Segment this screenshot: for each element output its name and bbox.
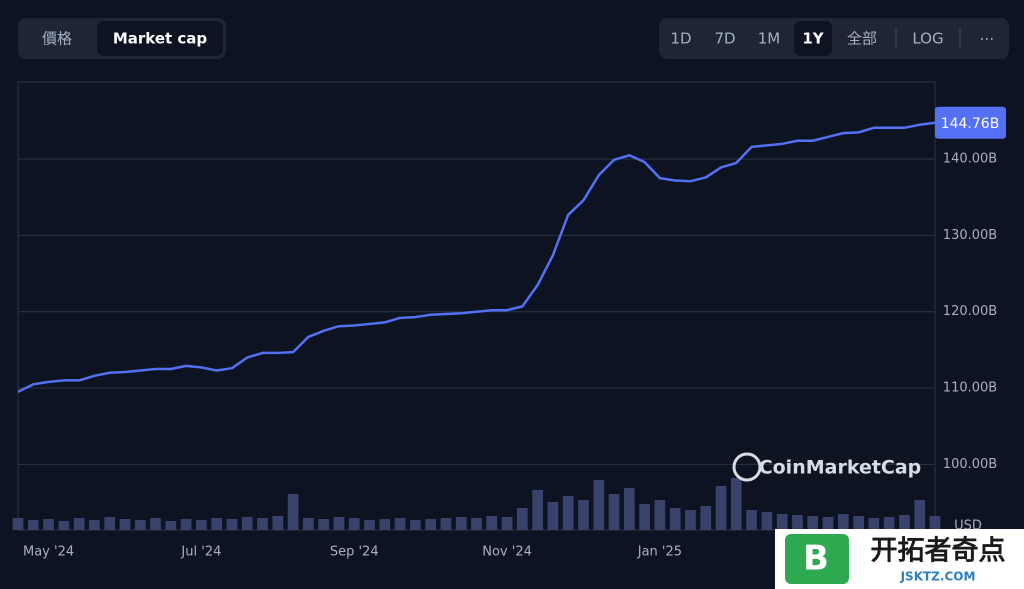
- volume-bar: [654, 500, 666, 530]
- volume-bar: [822, 517, 834, 530]
- volume-bar: [853, 516, 864, 530]
- volume-bar: [104, 517, 116, 530]
- volume-bar: [333, 517, 345, 530]
- volume-bar: [578, 500, 589, 530]
- volume-bar: [257, 518, 268, 530]
- range-button[interactable]: 1D: [670, 30, 691, 48]
- range-button[interactable]: 全部: [847, 30, 877, 48]
- x-tick-label: Jul '24: [180, 545, 221, 560]
- volume-bar: [287, 494, 299, 530]
- volume-bar: [73, 518, 85, 530]
- range-button[interactable]: 1M: [758, 30, 781, 48]
- range-button[interactable]: 7D: [714, 30, 735, 48]
- x-tick-label: Jan '25: [637, 545, 682, 560]
- range-button[interactable]: LOG: [912, 30, 943, 48]
- volume-bar: [226, 519, 238, 530]
- range-group: [659, 18, 1009, 59]
- x-tick-label: Sep '24: [330, 545, 379, 560]
- volume-bar: [608, 494, 620, 530]
- volume-bar: [532, 490, 543, 530]
- volume-bar: [27, 520, 39, 530]
- volume-bar: [425, 519, 436, 530]
- volume-bar: [807, 516, 819, 530]
- volume-bar: [318, 519, 330, 530]
- overlay-logo: [785, 534, 849, 584]
- toggle[interactable]: 價格: [42, 30, 72, 48]
- y-tick-label: 100.00B: [943, 457, 997, 472]
- volume-bar: [58, 521, 70, 530]
- volume-bar: [746, 510, 757, 530]
- overlay-title: 开拓者奇点: [871, 536, 1006, 567]
- volume-bar: [394, 518, 406, 530]
- volume-bar: [196, 520, 207, 530]
- y-tick-label: 130.00B: [943, 228, 997, 243]
- volume-bar: [364, 520, 375, 530]
- volume-bar: [914, 500, 926, 530]
- watermark: CoinMarketCap: [759, 457, 922, 479]
- volume-bar: [180, 519, 192, 530]
- volume-bar: [547, 502, 559, 530]
- volume-bar: [639, 504, 650, 530]
- toggle[interactable]: Market cap: [113, 30, 208, 48]
- watermark-logo: [732, 452, 762, 482]
- volume-bar: [165, 521, 177, 530]
- range-button[interactable]: 1Y: [802, 30, 824, 48]
- volume-bar: [685, 510, 696, 530]
- volume-bar: [486, 516, 498, 530]
- volume-bar: [119, 519, 131, 530]
- volume-bar: [211, 518, 223, 530]
- volume-bar: [241, 517, 253, 530]
- y-tick-label: 110.00B: [943, 381, 997, 396]
- volume-bar: [669, 508, 681, 530]
- volume-bar: [700, 506, 712, 530]
- volume-bar: [929, 516, 941, 530]
- volume-bar: [883, 517, 895, 530]
- toggle-active: [97, 21, 223, 56]
- volume-bar: [150, 518, 161, 530]
- volume-bar: [471, 518, 482, 530]
- volume-bar: [440, 518, 452, 530]
- volume-bar: [792, 515, 803, 530]
- x-tick-label: May '24: [23, 545, 74, 560]
- value-label: 144.76B: [941, 116, 1000, 132]
- volume-bar: [517, 508, 528, 530]
- volume-bar: [134, 520, 146, 530]
- volume-bar: [410, 520, 421, 530]
- volume-bar: [455, 517, 467, 530]
- volume-bar: [730, 478, 742, 530]
- volume-bar: [43, 519, 54, 530]
- volume-bar: [837, 514, 849, 530]
- volume-bar: [623, 488, 635, 530]
- volume-bar: [868, 518, 880, 530]
- volume-bar: [715, 486, 727, 530]
- volume-bar: [899, 515, 910, 530]
- y-tick-label: 120.00B: [943, 304, 997, 319]
- volume-bar: [593, 480, 605, 530]
- y-tick-label: 140.00B: [943, 152, 997, 167]
- volume-bar: [89, 520, 100, 530]
- line: [17, 121, 936, 393]
- x-tick-label: Nov '24: [482, 545, 532, 560]
- volume-bar: [761, 512, 773, 530]
- range-button[interactable]: ⋯: [980, 30, 995, 48]
- volume-bar: [562, 496, 574, 530]
- overlay-logo-letter: B: [803, 539, 829, 579]
- volume-bar: [348, 518, 360, 530]
- volume-bar: [501, 517, 513, 530]
- volume-bar: [272, 516, 284, 530]
- volume-bar: [303, 518, 314, 530]
- volume-bar: [12, 518, 24, 530]
- volume-bar: [379, 519, 391, 530]
- overlay-subtitle: JSKTZ.COM: [900, 570, 976, 584]
- volume-bar: [776, 514, 788, 530]
- value-label-box: [935, 106, 1006, 139]
- range-active: [794, 21, 832, 56]
